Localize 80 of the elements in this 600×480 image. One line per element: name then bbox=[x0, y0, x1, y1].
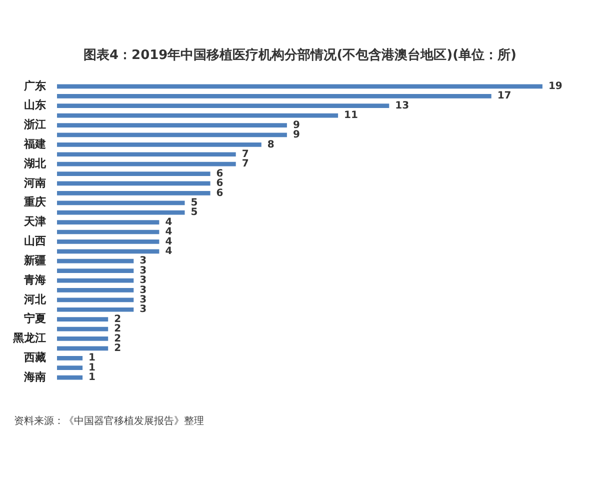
bar bbox=[57, 181, 210, 186]
data-label: 3 bbox=[140, 256, 147, 267]
data-label: 2 bbox=[114, 314, 122, 325]
data-label: 2 bbox=[114, 343, 122, 354]
data-label: 6 bbox=[216, 168, 224, 180]
bar bbox=[57, 132, 287, 138]
data-label: 9 bbox=[292, 120, 300, 131]
bar bbox=[57, 240, 160, 244]
bar bbox=[57, 200, 185, 206]
text: 资料来源：《中国器官移植发展报告》整理 bbox=[14, 414, 204, 428]
bar bbox=[57, 94, 492, 98]
data-label: 4 bbox=[165, 246, 172, 257]
data-label: 3 bbox=[140, 294, 147, 306]
bar bbox=[57, 375, 83, 380]
bar bbox=[57, 104, 390, 108]
bar bbox=[57, 230, 160, 234]
bar bbox=[57, 336, 108, 341]
data-label: 5 bbox=[190, 207, 198, 218]
y-tick-label: 浙江 bbox=[23, 118, 46, 132]
data-label: 3 bbox=[140, 265, 147, 276]
y-tick-label: 山东 bbox=[24, 98, 46, 112]
bar bbox=[57, 278, 134, 283]
data-label: 19 bbox=[548, 81, 562, 92]
bar bbox=[57, 356, 83, 360]
y-tick-label: 海南 bbox=[23, 370, 46, 384]
bar bbox=[57, 191, 210, 196]
data-label: 17 bbox=[497, 90, 512, 102]
y-tick-label: 重庆 bbox=[23, 196, 46, 209]
data-label: 4 bbox=[165, 216, 172, 228]
bar bbox=[57, 346, 108, 351]
bar bbox=[57, 317, 108, 322]
data-label: 1 bbox=[88, 372, 96, 384]
bar bbox=[57, 123, 287, 128]
data-label: 11 bbox=[344, 110, 358, 122]
data-label: 7 bbox=[242, 148, 249, 160]
data-label: 4 bbox=[165, 226, 172, 238]
bar bbox=[57, 326, 108, 332]
bar bbox=[57, 307, 134, 312]
y-tick-label: 湖北 bbox=[23, 156, 47, 170]
bar bbox=[57, 172, 210, 176]
bar bbox=[57, 258, 134, 264]
y-tick-label: 河北 bbox=[23, 292, 47, 306]
bar bbox=[57, 113, 338, 118]
bar bbox=[57, 268, 134, 273]
y-tick-label: 青海 bbox=[23, 273, 46, 286]
bar bbox=[57, 142, 262, 147]
bar bbox=[57, 249, 160, 254]
y-tick-label: 福建 bbox=[23, 138, 46, 151]
data-label: 2 bbox=[114, 324, 122, 335]
data-label: 1 bbox=[88, 352, 96, 364]
data-label: 8 bbox=[267, 139, 274, 150]
bar bbox=[57, 220, 160, 224]
bar bbox=[57, 298, 134, 302]
y-tick-label: 宁夏 bbox=[24, 312, 46, 326]
bar bbox=[57, 366, 83, 370]
data-label: 7 bbox=[242, 158, 249, 170]
y-tick-label: 新疆 bbox=[23, 254, 46, 267]
data-label: 2 bbox=[114, 333, 122, 344]
data-label: 5 bbox=[190, 197, 198, 208]
bar bbox=[57, 288, 134, 292]
data-label: 1 bbox=[88, 362, 96, 374]
data-label: 3 bbox=[140, 284, 147, 296]
bar bbox=[57, 152, 236, 157]
data-label: 4 bbox=[165, 236, 172, 248]
bar bbox=[57, 84, 542, 89]
bar bbox=[57, 210, 185, 215]
data-label: 13 bbox=[395, 100, 410, 112]
data-label: 3 bbox=[140, 304, 147, 316]
y-tick-label: 河南 bbox=[23, 176, 46, 190]
y-tick-label: 天津 bbox=[23, 215, 46, 228]
data-label: 9 bbox=[292, 130, 300, 141]
data-label: 6 bbox=[216, 188, 224, 199]
chart-title: 图表4：2019年中国移植医疗机构分部情况(不包含港澳台地区)(单位：所) bbox=[82, 46, 518, 64]
data-label: 3 bbox=[140, 275, 147, 286]
y-tick-label: 山西 bbox=[24, 234, 46, 248]
y-tick-label: 西藏 bbox=[23, 351, 46, 364]
bar bbox=[57, 162, 236, 166]
y-tick-label: 广东 bbox=[23, 79, 46, 92]
data-label: 6 bbox=[216, 178, 224, 190]
y-tick-label: 黑龙江 bbox=[12, 332, 46, 345]
